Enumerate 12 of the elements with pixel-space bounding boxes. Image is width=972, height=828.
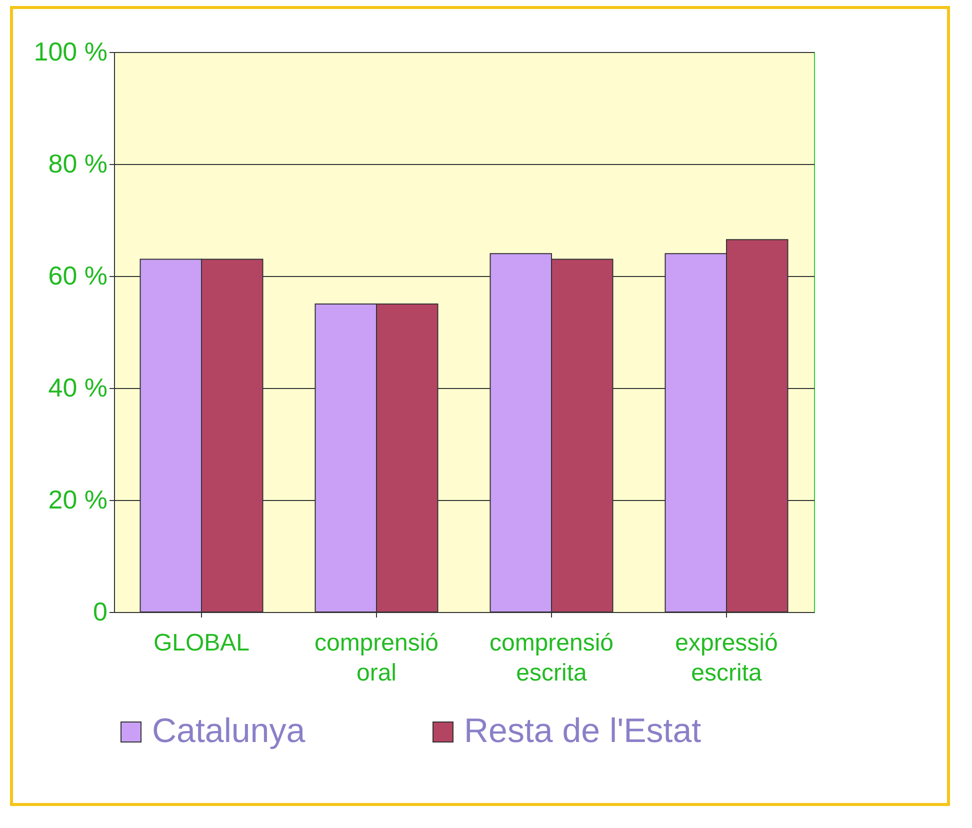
x-tick-label: expressió escrita <box>675 630 778 686</box>
x-tick-label: comprensió oral <box>314 630 439 686</box>
x-tick-label: GLOBAL <box>153 630 250 656</box>
legend-label: Catalunya <box>152 712 306 750</box>
y-tick-label: 80 % <box>48 148 108 178</box>
x-tick-label: comprensió escrita <box>489 630 614 686</box>
y-tick-label: 40 % <box>48 372 108 402</box>
y-tick-label: 20 % <box>48 484 108 514</box>
y-tick-label: 60 % <box>48 260 108 290</box>
y-tick-label: 100 % <box>34 36 108 66</box>
legend-label: Resta de l'Estat <box>464 712 702 750</box>
y-tick-label: 0 <box>93 596 108 626</box>
